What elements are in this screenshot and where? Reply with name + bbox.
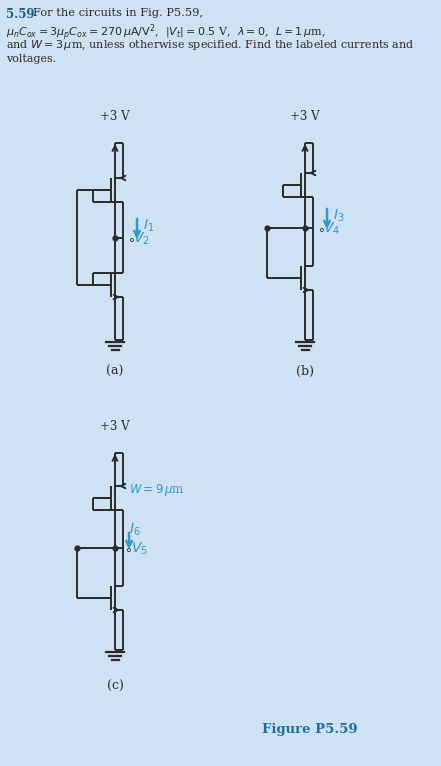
Text: +3 V: +3 V: [100, 420, 130, 433]
Text: (a): (a): [106, 365, 123, 378]
Text: $\mu_n C_{ox} = 3\mu_p C_{ox} = 270\,\mu\mathrm{A/V^2}$,  $|V_t| = 0.5$ V,  $\la: $\mu_n C_{ox} = 3\mu_p C_{ox} = 270\,\mu…: [6, 22, 326, 43]
Text: and $W = 3\,\mu$m, unless otherwise specified. Find the labeled currents and: and $W = 3\,\mu$m, unless otherwise spec…: [6, 38, 415, 52]
Text: (b): (b): [296, 365, 314, 378]
Text: +3 V: +3 V: [100, 110, 130, 123]
Text: $V_5$: $V_5$: [131, 541, 148, 557]
Text: $\circ$: $\circ$: [124, 542, 132, 555]
Text: (c): (c): [107, 680, 123, 693]
Text: $I_6$: $I_6$: [129, 522, 141, 538]
Text: $I_3$: $I_3$: [333, 208, 344, 224]
Text: Figure P5.59: Figure P5.59: [262, 724, 358, 736]
Text: $V_2$: $V_2$: [133, 231, 149, 247]
Text: voltages.: voltages.: [6, 54, 56, 64]
Text: +3 V: +3 V: [290, 110, 320, 123]
Text: $W = 9\,\mu$m: $W = 9\,\mu$m: [129, 482, 185, 498]
Text: $\circ$: $\circ$: [127, 233, 135, 245]
Text: For the circuits in Fig. P5.59,: For the circuits in Fig. P5.59,: [33, 8, 210, 18]
Text: $\circ$: $\circ$: [317, 222, 325, 235]
Text: $V_4$: $V_4$: [323, 221, 340, 237]
Text: 5.59: 5.59: [6, 8, 34, 21]
Text: $I_1$: $I_1$: [143, 218, 154, 234]
